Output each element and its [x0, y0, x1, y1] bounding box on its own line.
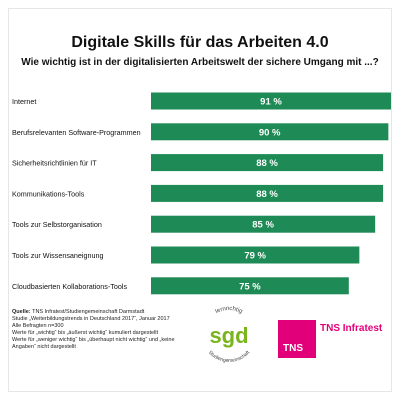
sgd-ring-top: lernrichtig	[215, 306, 244, 315]
bar	[151, 277, 349, 295]
source-line: Werte für „wichtig“ bis „äußerst wichtig…	[12, 330, 158, 336]
data-label: 91 %	[260, 97, 282, 108]
data-label: 88 %	[256, 189, 278, 200]
source-line: Werte für „weniger wichtig“ bis „überhau…	[12, 337, 175, 343]
category-label: Berufsrelevanten Software-Programmen	[12, 128, 141, 137]
bar	[151, 92, 391, 110]
data-label: 85 %	[252, 220, 274, 231]
source-line: Angaben“ nicht dargestellt	[12, 344, 76, 350]
sgd-ring-bottom: Studiengemeinschaft	[207, 349, 252, 364]
bar	[151, 184, 384, 202]
source-note: Quelle: TNS Infratest/Studiengemeinschaf…	[12, 309, 222, 351]
data-label: 90 %	[259, 127, 281, 138]
source-label: Quelle:	[12, 309, 31, 315]
sgd-wordmark: sgd	[209, 323, 248, 348]
data-label: 88 %	[256, 158, 278, 169]
category-label: Tools zur Selbstorganisation	[12, 220, 102, 229]
chart-title: Digitale Skills für das Arbeiten 4.0	[71, 34, 329, 51]
data-label: 79 %	[244, 251, 266, 262]
tns-logo: TNS	[278, 320, 316, 358]
tns-brand-name: TNS Infratest	[320, 323, 383, 334]
bar	[151, 123, 389, 141]
category-label: Tools zur Wissensaneignung	[12, 251, 104, 260]
tns-logo-text: TNS	[283, 343, 303, 354]
bar	[151, 246, 360, 264]
category-label: Cloudbasierten Kollaborations-Tools	[12, 282, 127, 291]
source-line: Alle Befragten n=300	[12, 323, 64, 329]
category-label: Internet	[12, 97, 36, 106]
source-line: Studie „Weiterbildungstrends in Deutschl…	[12, 316, 170, 322]
svg-text:lernrichtig: lernrichtig	[215, 306, 244, 315]
category-label: Kommunikations-Tools	[12, 189, 85, 198]
source-text: TNS Infratest/Studiengemeinschaft Darmst…	[32, 309, 145, 315]
chart-subtitle: Wie wichtig ist in der digitalisierten A…	[21, 57, 379, 68]
bar	[151, 215, 376, 233]
bar	[151, 154, 384, 172]
svg-text:Studiengemeinschaft: Studiengemeinschaft	[207, 349, 252, 364]
data-label: 75 %	[239, 281, 261, 292]
sgd-logo: lernrichtig Studiengemeinschaft sgd	[207, 306, 252, 364]
category-label: Sicherheitsrichtlinien für IT	[12, 159, 97, 168]
